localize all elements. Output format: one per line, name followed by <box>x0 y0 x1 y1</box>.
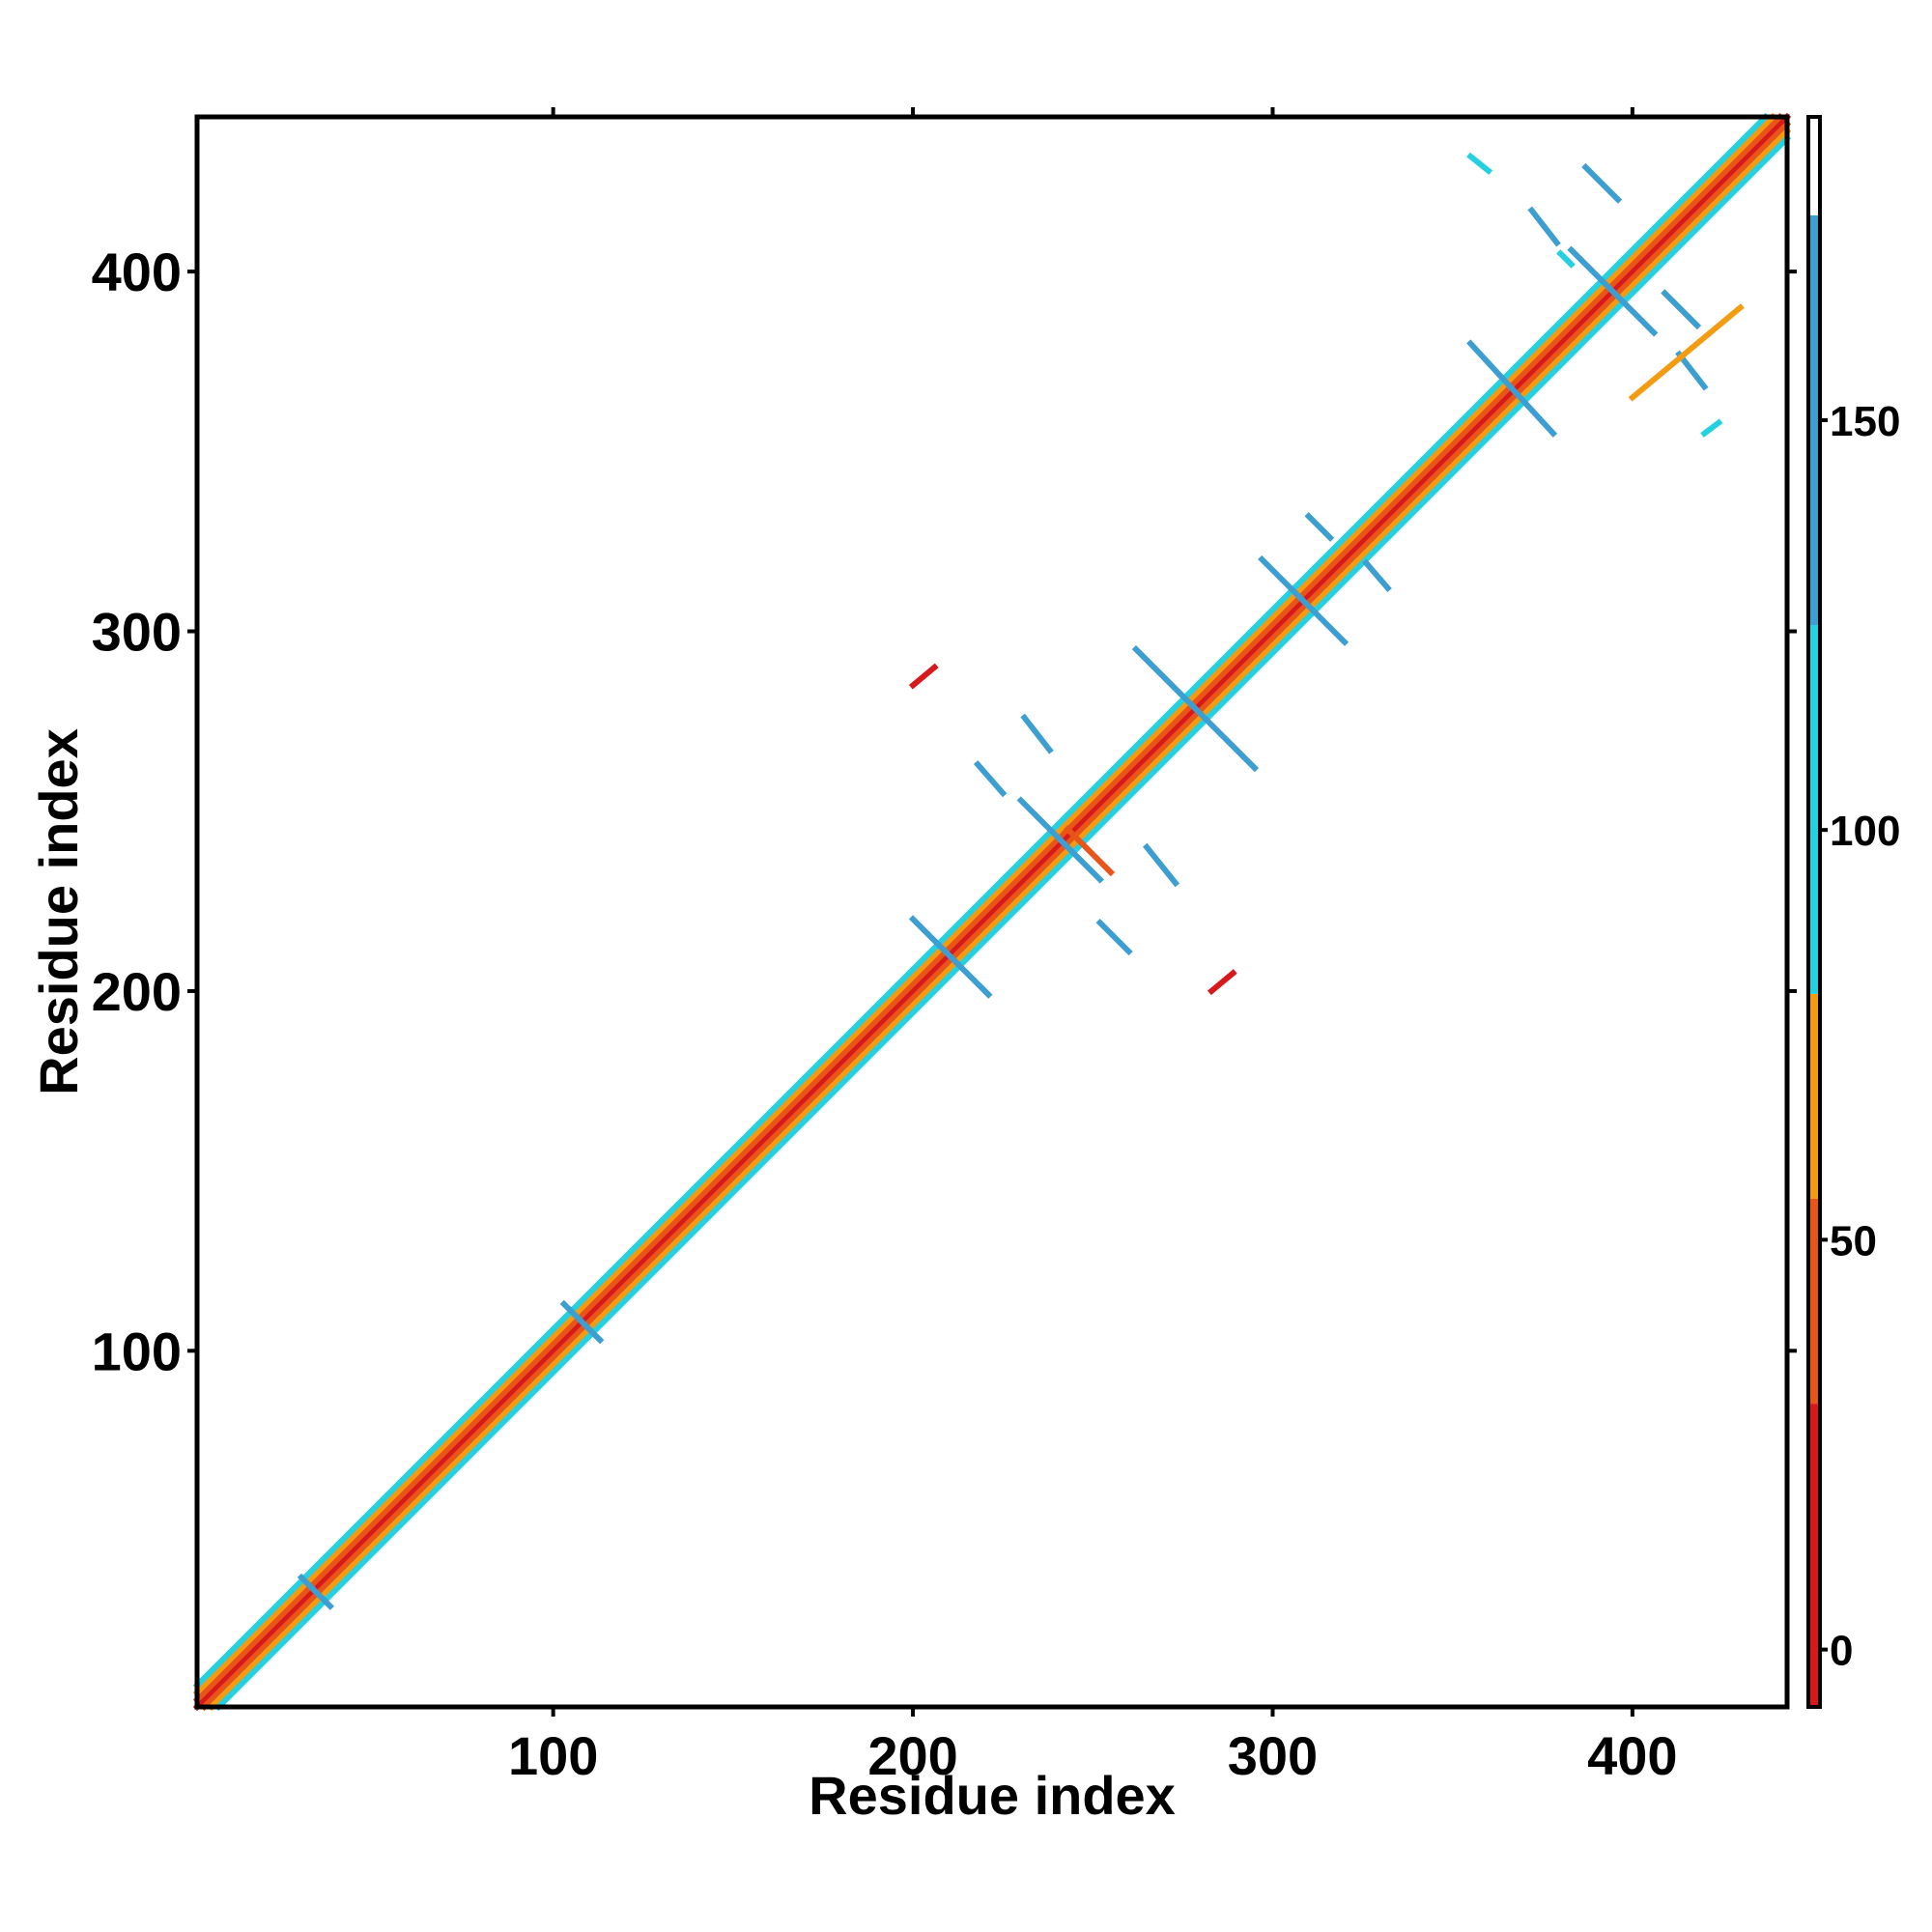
y-tick-label: 400 <box>92 242 182 302</box>
contact-segment <box>1466 339 1558 438</box>
contact-segment <box>1131 644 1260 773</box>
contact-segment <box>908 663 939 690</box>
colorbar-tick-label: 150 <box>1830 398 1900 445</box>
colorbar-band <box>1808 1404 1820 1707</box>
colorbar-frame <box>1806 115 1822 1709</box>
plot-frame <box>194 114 1790 1710</box>
contact-segment <box>1661 289 1702 330</box>
contact-segment <box>1064 825 1116 877</box>
contact-segment <box>1581 162 1623 204</box>
contact-segment <box>1016 796 1104 884</box>
x-axis-title: Residue index <box>809 1765 1176 1826</box>
contact-segment <box>1556 249 1576 269</box>
contact-segment <box>200 120 1792 1712</box>
contact-segment <box>908 915 993 999</box>
colorbar-band <box>1808 993 1820 1199</box>
contact-segment <box>1675 350 1709 391</box>
contact-segment <box>1466 152 1493 176</box>
colorbar: 0 50 100 150 <box>1806 115 1900 1709</box>
heatmap-cells <box>192 112 1792 1712</box>
contact-segment <box>1258 554 1350 646</box>
contact-segment <box>1304 512 1335 542</box>
colorbar-tick-label: 0 <box>1830 1628 1853 1675</box>
contact-segment <box>1567 245 1659 337</box>
x-tick-label: 200 <box>867 1725 957 1786</box>
y-tick-label: 100 <box>92 1321 182 1381</box>
colorbar-band <box>1808 214 1820 626</box>
y-tick-label: 300 <box>92 602 182 663</box>
contact-segment <box>1095 918 1133 956</box>
colorbar-band <box>1808 117 1820 215</box>
x-tick-label: 100 <box>508 1725 598 1786</box>
contact-segment <box>192 112 1770 1690</box>
colorbar-band <box>1808 1198 1820 1405</box>
y-axis-title: Residue index <box>28 728 89 1095</box>
contact-segment <box>192 112 1784 1704</box>
contact-segment <box>207 127 1792 1712</box>
contact-segment <box>1700 418 1723 438</box>
contact-segment <box>973 760 1008 798</box>
contact-segment <box>1628 303 1745 402</box>
contact-segment <box>1527 206 1561 247</box>
y-tick-label: 200 <box>92 961 182 1022</box>
x-tick-label: 300 <box>1228 1725 1318 1786</box>
contact-segment <box>1020 713 1054 754</box>
contact-segment <box>1142 842 1180 888</box>
colorbar-tick-label: 100 <box>1830 808 1900 855</box>
contact-segment <box>192 112 1777 1697</box>
colorbar-band <box>1808 625 1820 994</box>
axis-ticks: 100 200 300 400 100 200 300 400 <box>92 107 1797 1786</box>
contact-segment <box>559 1299 605 1345</box>
contact-segment <box>192 112 1792 1712</box>
contact-segment <box>297 1573 334 1610</box>
contact-segment <box>1362 558 1392 593</box>
x-tick-label: 400 <box>1587 1725 1677 1786</box>
contact-segment <box>1207 969 1237 996</box>
contact-segment <box>214 134 1792 1712</box>
colorbar-tick-label: 50 <box>1830 1217 1877 1264</box>
